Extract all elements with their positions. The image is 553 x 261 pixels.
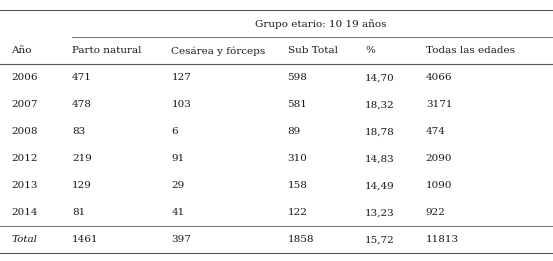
Text: 18,32: 18,32	[365, 100, 395, 109]
Text: 13,23: 13,23	[365, 208, 395, 217]
Text: 14,70: 14,70	[365, 73, 395, 82]
Text: 2007: 2007	[11, 100, 38, 109]
Text: 310: 310	[288, 154, 307, 163]
Text: 2013: 2013	[11, 181, 38, 190]
Text: Cesárea y fórceps: Cesárea y fórceps	[171, 46, 265, 56]
Text: 14,83: 14,83	[365, 154, 395, 163]
Text: 219: 219	[72, 154, 92, 163]
Text: 158: 158	[288, 181, 307, 190]
Text: 83: 83	[72, 127, 85, 136]
Text: 478: 478	[72, 100, 92, 109]
Text: 2090: 2090	[426, 154, 452, 163]
Text: 11813: 11813	[426, 235, 459, 244]
Text: 18,78: 18,78	[365, 127, 395, 136]
Text: 14,49: 14,49	[365, 181, 395, 190]
Text: 397: 397	[171, 235, 191, 244]
Text: 81: 81	[72, 208, 85, 217]
Text: 41: 41	[171, 208, 185, 217]
Text: Todas las edades: Todas las edades	[426, 46, 515, 55]
Text: 29: 29	[171, 181, 185, 190]
Text: 91: 91	[171, 154, 185, 163]
Text: 2008: 2008	[11, 127, 38, 136]
Text: 471: 471	[72, 73, 92, 82]
Text: Parto natural: Parto natural	[72, 46, 142, 55]
Text: 2006: 2006	[11, 73, 38, 82]
Text: 474: 474	[426, 127, 446, 136]
Text: 1858: 1858	[288, 235, 314, 244]
Text: 2012: 2012	[11, 154, 38, 163]
Text: Total: Total	[11, 235, 37, 244]
Text: 1090: 1090	[426, 181, 452, 190]
Text: 6: 6	[171, 127, 178, 136]
Text: 89: 89	[288, 127, 301, 136]
Text: 129: 129	[72, 181, 92, 190]
Text: Sub Total: Sub Total	[288, 46, 337, 55]
Text: 2014: 2014	[11, 208, 38, 217]
Text: 15,72: 15,72	[365, 235, 395, 244]
Text: 103: 103	[171, 100, 191, 109]
Text: 922: 922	[426, 208, 446, 217]
Text: %: %	[365, 46, 375, 55]
Text: 1461: 1461	[72, 235, 98, 244]
Text: 3171: 3171	[426, 100, 452, 109]
Text: Grupo etario: 10 19 años: Grupo etario: 10 19 años	[255, 19, 387, 29]
Text: 581: 581	[288, 100, 307, 109]
Text: 122: 122	[288, 208, 307, 217]
Text: 598: 598	[288, 73, 307, 82]
Text: 4066: 4066	[426, 73, 452, 82]
Text: 127: 127	[171, 73, 191, 82]
Text: Año: Año	[11, 46, 32, 55]
